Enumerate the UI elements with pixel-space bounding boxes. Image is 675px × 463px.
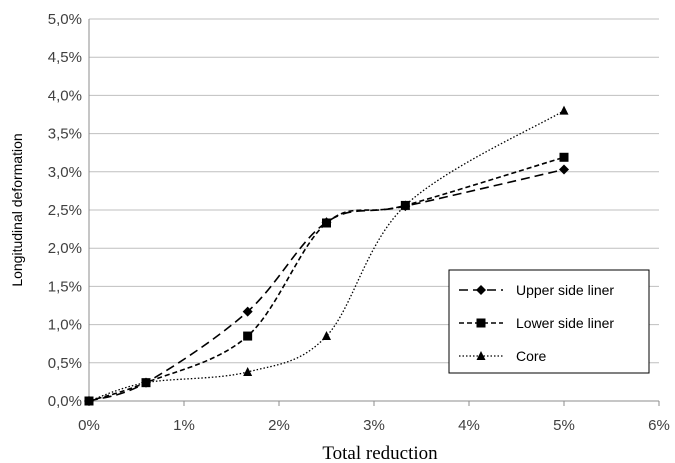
x-tick-label: 4% (458, 417, 480, 434)
y-tick-label: 1,5% (48, 278, 82, 295)
y-tick-label: 2,0% (48, 240, 82, 257)
data-point-square (559, 152, 569, 162)
y-tick-label: 2,5% (48, 202, 82, 219)
x-tick-label: 5% (553, 417, 575, 434)
y-axis-label: Longitudinal deformation (9, 133, 25, 286)
data-point-diamond (559, 164, 569, 175)
y-axis-ticks: 0,0% 0,5% 1,0% 1,5% 2,0% 2,5% 3,0% 3,5% 4,0% 4,5%… (48, 11, 82, 410)
y-tick-label: 1,0% (48, 317, 82, 334)
legend-marker-square (476, 318, 486, 328)
legend-marker-triangle (476, 351, 486, 360)
x-tick-label: 2% (268, 417, 290, 434)
x-tick-label: 6% (648, 417, 670, 434)
x-tick-label: 1% (173, 417, 195, 434)
y-tick-label: 0,5% (48, 355, 82, 372)
x-tick-label: 3% (363, 417, 385, 434)
y-tick-label: 3,5% (48, 126, 82, 143)
y-tick-label: 4,0% (48, 87, 82, 104)
x-axis-ticks: 0% 1% 2% 3% 4% 5% 6% (78, 401, 670, 434)
series-triangle (84, 105, 569, 405)
legend-label: Upper side liner (516, 282, 614, 298)
y-tick-label: 5,0% (48, 11, 82, 28)
data-point-triangle (400, 200, 410, 210)
series-lines (84, 105, 569, 406)
data-point-triangle (84, 396, 94, 405)
data-point-square (243, 331, 253, 341)
data-point-triangle (559, 105, 569, 115)
data-point-triangle (141, 377, 151, 387)
x-axis-label: Total reduction (322, 443, 438, 463)
legend: Upper side liner Lower side liner Core (448, 269, 650, 374)
data-point-triangle (322, 331, 331, 341)
y-tick-label: 0,0% (48, 393, 82, 410)
legend-marker-diamond (476, 285, 486, 295)
legend-label: Core (516, 348, 547, 364)
data-point-diamond (242, 306, 253, 317)
data-point-square (322, 218, 331, 228)
x-tick-label: 0% (78, 417, 100, 434)
legend-label: Lower side liner (516, 315, 614, 331)
y-tick-label: 3,0% (48, 164, 82, 181)
y-tick-label: 4,5% (48, 49, 82, 66)
data-point-triangle (243, 366, 253, 376)
